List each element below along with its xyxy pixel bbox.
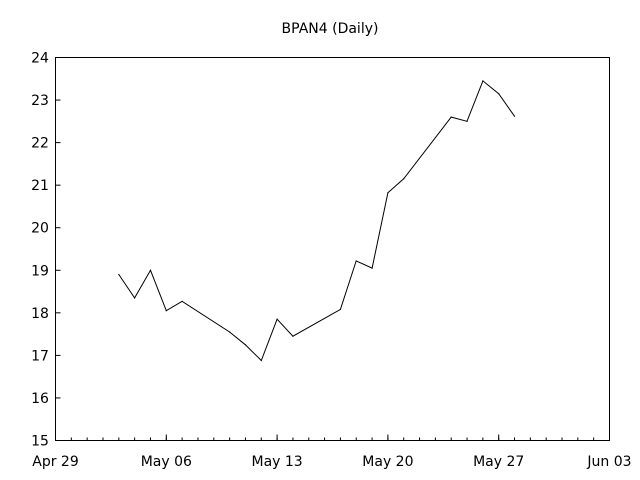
data-point [387,192,389,194]
chart-title: BPAN4 (Daily) [282,21,379,37]
data-point [513,115,516,117]
series-group [118,80,516,362]
data-point [339,308,342,311]
y-tick-label: 18 [31,306,49,322]
data-point [181,300,183,302]
y-axis: 15 16 17 18 19 20 21 22 23 24 [31,51,61,450]
x-tick-label: Apr 29 [32,454,78,470]
x-axis: Apr 29 May 06 May 13 May 20 May 27 Jun 03 [32,434,632,470]
y-tick-label: 21 [31,178,49,194]
data-point [244,344,247,346]
data-point [165,310,167,312]
plot-frame [55,57,610,441]
y-tick-label: 15 [31,434,49,450]
data-point [118,273,120,276]
data-point [134,297,136,299]
data-point [371,267,373,269]
y-tick-label: 16 [31,391,49,407]
y-tick-label: 24 [31,51,49,67]
y-tick-label: 22 [31,136,49,152]
data-point [260,359,262,362]
y-tick-label: 19 [31,263,49,279]
data-point [292,335,294,337]
y-tick-label: 17 [31,348,49,364]
data-point [229,331,231,333]
x-tick-label: May 27 [473,454,524,470]
data-point [482,80,484,82]
y-tick-label: 23 [31,93,49,109]
data-point [149,269,152,271]
x-tick-label: May 06 [141,454,192,470]
data-point [466,120,468,122]
data-point [355,260,357,262]
data-point [276,318,278,320]
y-tick-label: 20 [31,221,49,237]
data-point [498,93,500,95]
x-tick-label: Jun 03 [586,454,631,470]
x-tick-label: May 20 [362,454,413,470]
data-point [450,116,452,118]
price-line [118,80,515,362]
x-tick-label: May 13 [251,454,302,470]
data-point [403,178,405,180]
